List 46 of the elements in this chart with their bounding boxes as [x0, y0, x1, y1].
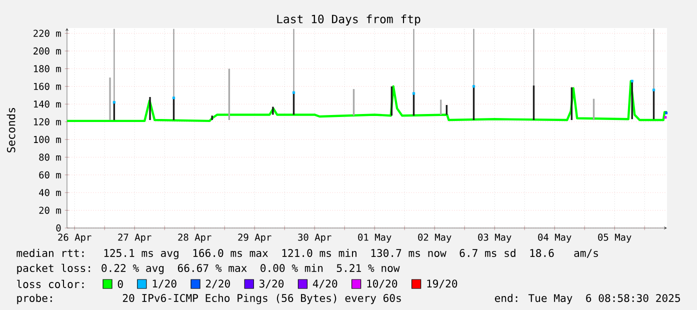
text: probe: 20 IPv6-ICMP Echo Pings (56 Bytes) every 60s [17, 294, 401, 304]
x-tick-label: 01 May [358, 234, 392, 243]
y-tick-label: 220 m [34, 30, 61, 37]
x-tick-label: 27 Apr [118, 234, 152, 243]
y-tick-label: 200 m [34, 47, 61, 55]
legend-label: 10/20 [367, 280, 398, 288]
legend-label: 1/20 [152, 280, 176, 288]
x-tick-label: 26 Apr [58, 234, 92, 243]
point [292, 91, 296, 94]
point [664, 116, 667, 119]
x-tick-label: 02 May [418, 234, 452, 243]
y-tick-label: 60 m [39, 171, 61, 178]
x-tick-label: 03 May [478, 234, 512, 243]
point [412, 92, 416, 95]
legend-label: 0 [118, 280, 123, 288]
y-tick-label: 120 m [34, 118, 61, 126]
y-tick-label: 0 [56, 224, 61, 232]
point [630, 80, 634, 82]
legend-label: 4/20 [312, 280, 338, 288]
x-tick-label: 30 Apr [298, 234, 332, 243]
point [112, 101, 116, 104]
legend-label: 2/20 [206, 280, 230, 288]
point [652, 88, 656, 92]
point [172, 96, 176, 100]
legend-label: 3/20 [260, 280, 284, 288]
text: median rtt: 125.1 ms avg 166.0 ms max 121.0 ms min 130.7 ms now 6.7 ms sd 18.6 am/s [16, 248, 598, 260]
line-series [67, 80, 668, 122]
x-tick-label: 28 Apr [178, 234, 212, 243]
y-tick-label: 180 m [34, 65, 61, 72]
y-axis-title: Seconds [6, 108, 16, 152]
y-tick-label: 20 m [39, 206, 61, 214]
x-tick-label: 29 Apr [238, 234, 272, 243]
legend-title: loss color: [17, 280, 84, 288]
y-tick-label: 80 m [39, 154, 61, 161]
y-tick-label: 40 m [39, 189, 61, 196]
point [472, 85, 476, 88]
y-tick-label: 140 m [34, 100, 61, 108]
x-tick-label: 04 May [538, 234, 572, 243]
text: packet loss: 0.22 % avg 66.67 % max 0.00 % min 5.21 % now [17, 264, 400, 274]
point [664, 112, 668, 114]
text: end: Tue May 6 08:58:30 2025 [494, 294, 680, 304]
legend-label: 19/20 [427, 280, 458, 288]
y-tick-label: 160 m [34, 82, 61, 90]
x-tick-label: 05 May [598, 234, 632, 243]
chart-title: Last 10 Days from ftp [277, 14, 420, 26]
y-tick-label: 100 m [34, 136, 61, 144]
